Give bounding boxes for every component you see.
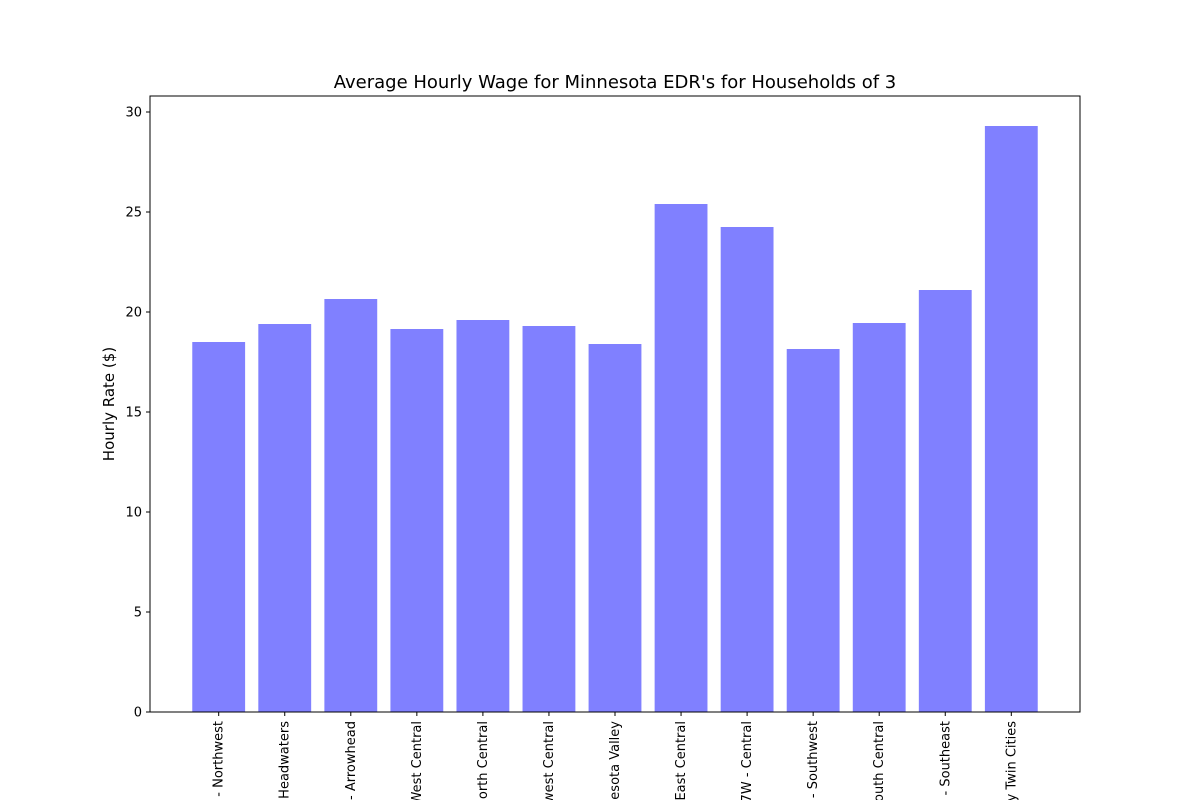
bar-9 (720, 227, 774, 712)
x-tick-label: EDR 6E - Southwest Central (542, 721, 557, 800)
x-tick-label: EDR 3 - Arrowhead (344, 721, 359, 800)
x-tick-label: EDR 5 - North Central (476, 721, 491, 800)
y-tick-label: 20 (125, 306, 142, 321)
bar-13 (984, 126, 1038, 712)
y-tick-label: 25 (125, 206, 142, 221)
x-tick-label: EDR 8 - Southwest (806, 721, 821, 800)
x-tick-label: EDR 7E - East Central (674, 721, 689, 800)
bar-6 (522, 326, 576, 712)
bar-2 (258, 324, 312, 712)
x-axis-ticks: EDR 1 - Northwest EDR 2 - Headwaters EDR 3… (212, 712, 1019, 800)
chart-title: Average Hourly Wage for Minnesota EDR's … (334, 72, 897, 93)
x-tick-label: EDR 11 - 7-County Twin Cities (1004, 721, 1019, 800)
bar-8 (654, 204, 708, 712)
y-axis-ticks: 0 5 10 15 20 25 30 (125, 106, 150, 721)
y-tick-label: 0 (134, 706, 142, 721)
y-tick-label: 15 (125, 406, 142, 421)
y-tick-label: 5 (134, 606, 142, 621)
bar-1 (192, 342, 246, 712)
bar-3 (324, 299, 378, 712)
bar-10 (786, 349, 840, 712)
x-tick-label: EDR 4 - West Central (410, 721, 425, 800)
bars-group (192, 126, 1038, 712)
bar-12 (918, 290, 972, 712)
x-tick-label: EDR 2 - Headwaters (278, 721, 293, 800)
bar-11 (852, 323, 906, 712)
x-tick-label: EDR 1 - Northwest (212, 721, 227, 800)
plot-frame (149, 95, 1081, 713)
x-tick-label: EDR 7W - Central (740, 721, 755, 800)
bar-4 (390, 329, 444, 712)
bar-7 (588, 344, 642, 712)
y-axis-label: Hourly Rate ($) (100, 347, 118, 461)
x-tick-label: EDR 10 - Southeast (938, 721, 953, 800)
x-tick-label: EDR 6W - Upper Minnesota Valley (608, 721, 623, 800)
y-tick-label: 30 (125, 106, 142, 121)
bar-5 (456, 320, 510, 712)
x-tick-label: EDR 9 - South Central (872, 721, 887, 800)
y-tick-label: 10 (125, 506, 142, 521)
